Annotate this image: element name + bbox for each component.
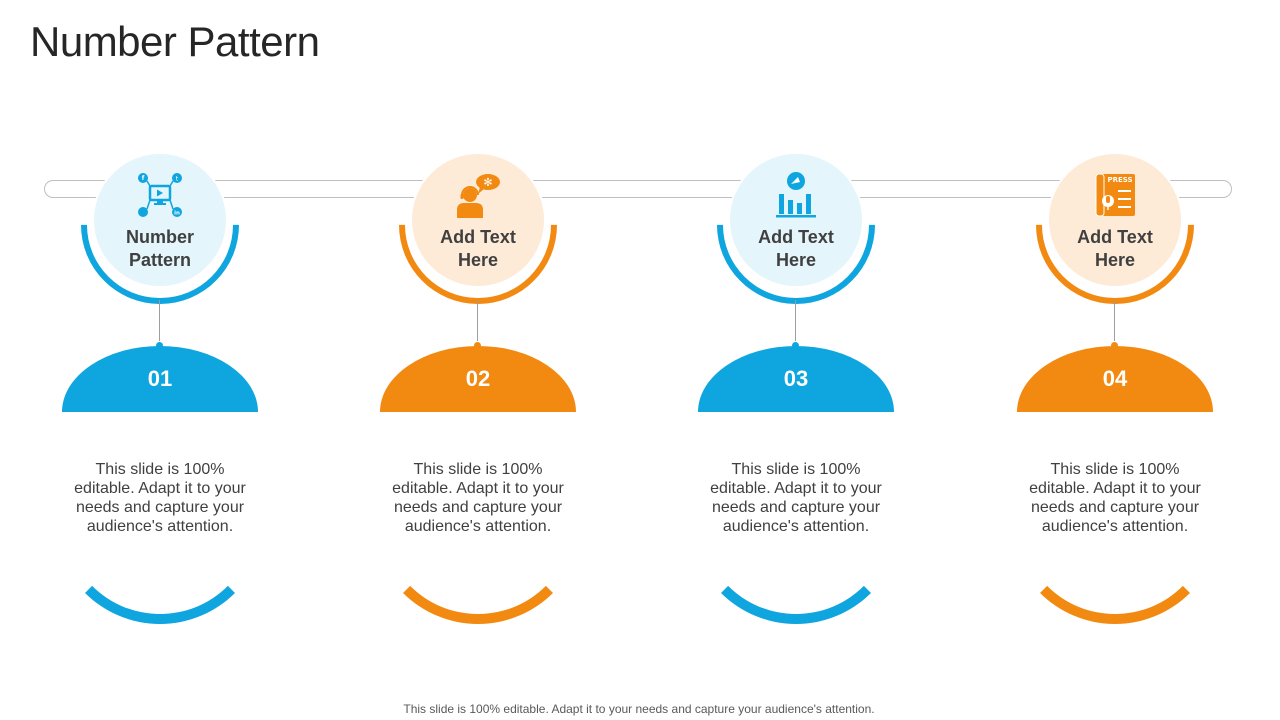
press-release-icon: PRESS — [1095, 173, 1135, 217]
timeline-track — [44, 180, 1232, 198]
footer-note: This slide is 100% editable. Adapt it to… — [403, 702, 875, 716]
connector-line — [795, 300, 796, 346]
step-circle: Add Text Here — [728, 152, 864, 288]
bottom-arc — [690, 412, 902, 624]
step-label: Add Text Here — [440, 227, 516, 270]
step-circle: PRESS Add Text Here — [1047, 152, 1183, 288]
step-number: 03 — [698, 346, 894, 412]
customer-support-icon: ✻ — [457, 174, 500, 218]
step-label: Add Text Here — [758, 227, 834, 270]
step-number: 04 — [1017, 346, 1213, 412]
connector-line — [159, 300, 160, 346]
step-description: This slide is 100% editable. Adapt it to… — [392, 461, 564, 535]
page-title: Number Pattern — [30, 18, 320, 65]
step-number: 01 — [62, 346, 258, 412]
step-2: ✻ Add Text Here 02 This slide is 100% ed… — [358, 0, 598, 720]
svg-text:PRESS: PRESS — [1107, 176, 1132, 184]
svg-text:✻: ✻ — [483, 176, 492, 189]
bottom-arc — [1009, 412, 1221, 624]
bottom-arc — [372, 412, 584, 624]
social-network-icon: f t in — [138, 173, 182, 217]
step-circle: f t in Number Pattern — [92, 152, 228, 288]
step-1: f t in Number Pattern 01 This slide is 1… — [40, 0, 280, 720]
svg-text:f: f — [142, 175, 145, 182]
step-description: This slide is 100% editable. Adapt it to… — [74, 461, 246, 535]
step-label: Add Text Here — [1077, 227, 1153, 270]
bottom-arc — [54, 412, 266, 624]
svg-text:t: t — [176, 176, 179, 183]
connector-line — [477, 300, 478, 346]
step-label: Number Pattern — [125, 227, 194, 270]
growth-chart-icon — [776, 172, 816, 218]
connector-line — [1114, 300, 1115, 346]
step-description: This slide is 100% editable. Adapt it to… — [1029, 461, 1201, 535]
step-number: 02 — [380, 346, 576, 412]
step-4: PRESS Add Text Here 04 This slide is 100… — [995, 0, 1235, 720]
step-circle: ✻ Add Text Here — [410, 152, 546, 288]
svg-text:in: in — [174, 211, 180, 217]
step-3: Add Text Here 03 This slide is 100% edit… — [676, 0, 916, 720]
step-description: This slide is 100% editable. Adapt it to… — [710, 461, 882, 535]
